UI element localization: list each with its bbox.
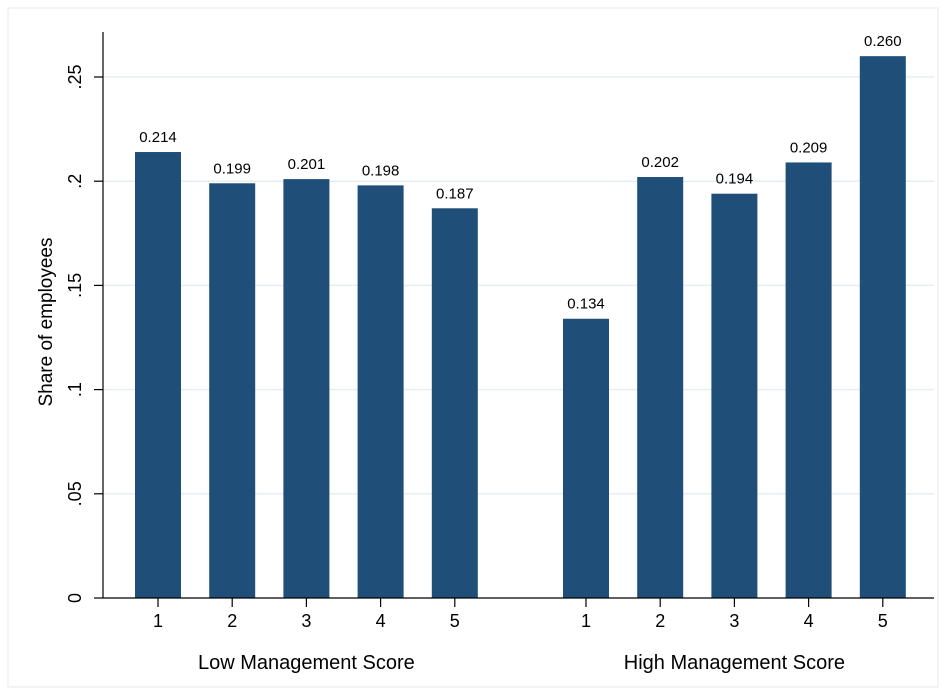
y-tick-label-4: .2 xyxy=(65,174,85,189)
y-tick-label-0: 0 xyxy=(65,593,85,603)
x-tick-label-g1-3: 3 xyxy=(301,611,311,631)
value-label-g1-3: 0.201 xyxy=(288,156,326,173)
bar-g1-5 xyxy=(431,208,478,599)
x-tick-label-g2-1: 1 xyxy=(581,611,591,631)
value-label-g1-5: 0.187 xyxy=(436,185,474,202)
x-tick-label-g1-2: 2 xyxy=(227,611,237,631)
x-tick-label-g1-1: 1 xyxy=(153,611,163,631)
value-label-g2-1: 0.134 xyxy=(567,296,605,313)
x-ticks: 1 2 3 4 5 Low Management Score 1 2 3 4 5 High Manag… xyxy=(153,598,888,674)
group-label-1: Low Management Score xyxy=(198,652,415,674)
bar-g2-1 xyxy=(563,318,609,598)
bar-g1-2 xyxy=(209,183,256,598)
y-axis-title: Share of employees xyxy=(36,238,57,407)
value-label-g2-5: 0.260 xyxy=(864,33,902,50)
x-tick-label-g1-4: 4 xyxy=(376,611,386,631)
group-label-2: High Management Score xyxy=(624,652,845,674)
bar-g2-4 xyxy=(785,162,832,598)
y-tick-label-3: .15 xyxy=(65,273,85,298)
y-ticks: 0 .05 .1 .15 .2 .25 xyxy=(65,64,103,603)
axes xyxy=(102,32,934,599)
y-tick-label-2: .1 xyxy=(65,382,85,397)
value-label-g2-4: 0.209 xyxy=(790,139,828,156)
value-label-g1-1: 0.214 xyxy=(139,129,177,146)
chart-border xyxy=(7,7,939,688)
bar-g2-2 xyxy=(637,177,684,599)
x-tick-label-g2-3: 3 xyxy=(729,611,739,631)
value-label-g2-3: 0.194 xyxy=(716,171,754,188)
bar-g2-5 xyxy=(859,56,906,599)
bars xyxy=(135,56,906,599)
bar-g1-4 xyxy=(357,185,404,599)
bar-g2-3 xyxy=(711,193,758,599)
y-tick-label-1: .05 xyxy=(65,481,85,506)
value-label-g1-2: 0.199 xyxy=(213,160,251,177)
bar-g1-1 xyxy=(135,152,181,599)
value-labels: 0.214 0.199 0.201 0.198 0.187 0.134 0.202 0.194… xyxy=(139,33,901,313)
y-tick-label-5: .25 xyxy=(65,64,85,89)
x-tick-label-g1-5: 5 xyxy=(450,611,460,631)
bar-g1-3 xyxy=(283,179,330,598)
x-tick-label-g2-2: 2 xyxy=(655,611,665,631)
value-label-g1-4: 0.198 xyxy=(362,162,400,179)
x-tick-label-g2-4: 4 xyxy=(804,611,814,631)
value-label-g2-2: 0.202 xyxy=(641,154,679,171)
x-tick-label-g2-5: 5 xyxy=(878,611,888,631)
